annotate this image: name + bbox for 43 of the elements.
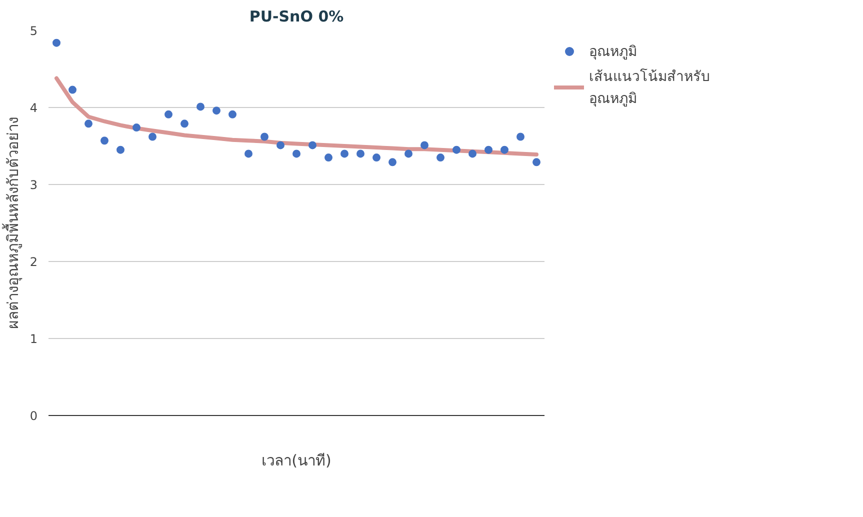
point [308,141,316,150]
line-series [54,76,538,156]
y-tick-label: 0 [30,409,38,423]
point [404,150,412,158]
point [244,150,252,158]
point [212,106,220,115]
point [532,158,540,166]
point [132,124,140,132]
point [116,146,124,154]
y-axis-title: ผลต่างอุณหภูมิพื้นหลังกับตัวอย่าง [2,117,23,329]
point [276,141,284,150]
point [452,146,460,154]
point [468,150,476,158]
legend-label: อุณหภูมิ [589,43,637,62]
y-tick-label: 1 [30,332,38,346]
point [356,150,364,158]
point [324,154,332,162]
point [436,154,444,162]
y-tick-label: 2 [30,255,38,269]
point [228,110,236,118]
point [500,146,508,154]
point [164,110,172,118]
point [100,136,108,145]
point [388,158,396,166]
point [196,102,204,111]
x-axis-title: เวลา(นาที) [262,452,332,470]
legend-label: เส้นแนวโน้มสำหรับ อุณหภูมิ [589,68,710,109]
chart-title: PU-SnO 0% [249,8,344,26]
point [180,120,188,128]
point [292,150,300,158]
point [52,38,60,47]
point [148,132,156,141]
point [84,120,92,128]
point [420,141,428,150]
point [68,86,76,94]
point [484,146,492,154]
y-tick-label: 3 [30,178,38,192]
point [516,132,524,141]
point [260,132,268,141]
point [372,154,380,162]
y-tick-label: 4 [30,101,38,115]
y-tick-label: 5 [30,24,38,38]
point [340,150,348,158]
